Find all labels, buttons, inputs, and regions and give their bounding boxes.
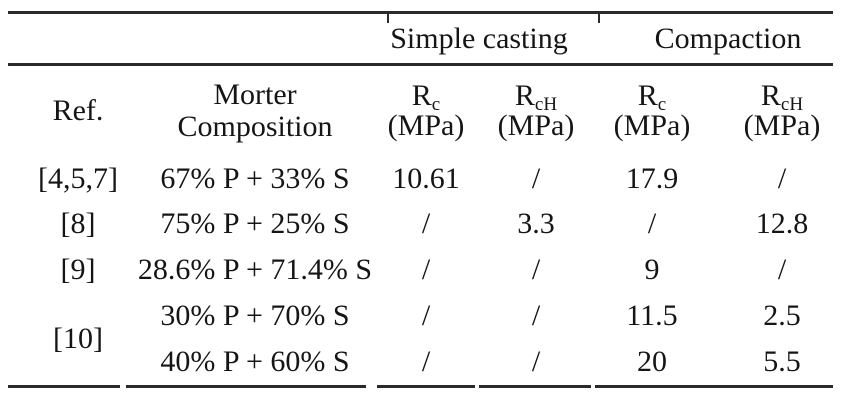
value-cell: 17.9 xyxy=(625,161,679,195)
value-cell: 9 xyxy=(644,253,660,286)
value-cell: 20 xyxy=(637,345,667,378)
composition-cell: 67% P + 33% S xyxy=(160,161,350,195)
column-header-composition: Morter Composition xyxy=(148,66,362,156)
column-header-rch-compaction: RcH (MPa) xyxy=(722,66,842,156)
column-header-rch-simple: RcH (MPa) xyxy=(490,66,582,156)
group-header-compaction: Compaction xyxy=(654,21,802,55)
composition-header-line1: Morter xyxy=(213,78,297,111)
column-header-rc-simple: Rc (MPa) xyxy=(362,66,490,156)
ref-cell: [9] xyxy=(60,253,96,286)
value-cell: / xyxy=(531,161,541,195)
value-cell: 5.5 xyxy=(763,345,801,378)
ref-cell-merged: [10] xyxy=(53,322,103,355)
symbol-subscript: cH xyxy=(780,94,804,115)
value-cell: / xyxy=(777,161,787,195)
unit-label: (MPa) xyxy=(613,109,691,142)
symbol-base: R xyxy=(514,79,535,112)
header-divider-tick xyxy=(598,13,600,23)
symbol-base: R xyxy=(411,79,432,112)
bottom-rule-segment xyxy=(126,385,366,388)
bottom-rule-segment xyxy=(479,385,591,388)
group-header-simple-casting: Simple casting xyxy=(390,21,568,55)
column-header-rc-compaction: Rc (MPa) xyxy=(582,66,722,156)
composition-cell: 75% P + 25% S xyxy=(160,207,350,240)
ref-cell: [8] xyxy=(60,207,96,240)
symbol-base: R xyxy=(760,79,781,112)
symbol-subscript: cH xyxy=(534,94,558,115)
bottom-rule-segment xyxy=(8,385,120,388)
symbol-subscript: c xyxy=(657,94,667,115)
composition-cell: 30% P + 70% S xyxy=(160,299,350,332)
value-cell: / xyxy=(421,345,431,378)
unit-label: (MPa) xyxy=(387,109,465,142)
composition-header-line2: Composition xyxy=(177,110,333,143)
value-cell: / xyxy=(647,207,657,240)
unit-label: (MPa) xyxy=(743,109,821,142)
column-header-ref: Ref. xyxy=(52,94,104,127)
value-cell: / xyxy=(777,253,787,286)
value-cell: / xyxy=(531,299,541,332)
value-cell: 2.5 xyxy=(763,299,801,332)
value-cell: / xyxy=(421,299,431,332)
value-cell: 11.5 xyxy=(626,299,678,332)
value-cell: 3.3 xyxy=(517,207,555,240)
value-cell: / xyxy=(531,345,541,378)
value-cell: 10.61 xyxy=(392,161,460,195)
bottom-rule-segment xyxy=(595,385,833,388)
ref-cell: [4,5,7] xyxy=(38,161,118,195)
header-rule xyxy=(8,63,833,66)
header-divider-tick xyxy=(387,13,389,23)
unit-label: (MPa) xyxy=(497,109,575,142)
value-cell: 12.8 xyxy=(755,207,809,240)
symbol-base: R xyxy=(637,79,658,112)
composition-cell: 40% P + 60% S xyxy=(160,345,350,378)
symbol-subscript: c xyxy=(431,94,441,115)
mortar-strength-table: Simple casting Compaction Ref. Morter Co… xyxy=(8,11,842,385)
value-cell: / xyxy=(531,253,541,286)
bottom-rule-segment xyxy=(377,385,475,388)
composition-cell: 28.6% P + 71.4% S xyxy=(137,253,373,286)
value-cell: / xyxy=(421,207,431,240)
top-rule xyxy=(8,11,833,14)
value-cell: / xyxy=(421,253,431,286)
